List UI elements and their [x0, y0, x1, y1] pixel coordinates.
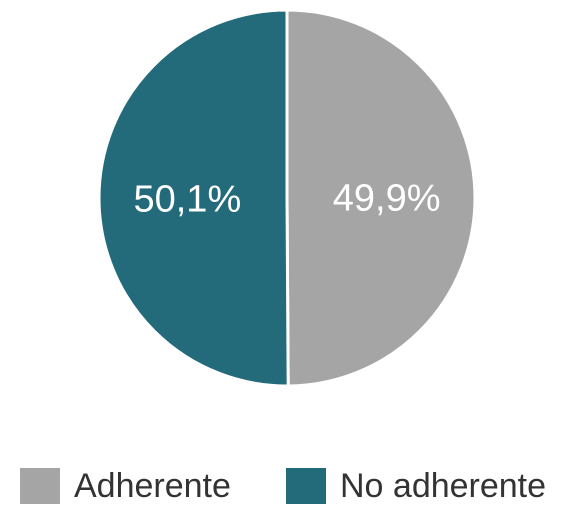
- legend: Adherente No adherente: [0, 466, 574, 506]
- pie-slice-no-adherente: [97, 8, 290, 388]
- legend-item-no-adherente: No adherente: [286, 466, 546, 506]
- pie-slice-adherente: [285, 8, 477, 388]
- legend-swatch-adherente: [20, 468, 60, 504]
- legend-label-adherente: Adherente: [74, 466, 231, 505]
- legend-swatch-no-adherente: [286, 468, 326, 504]
- data-label-no-adherente: 50,1%: [133, 178, 241, 220]
- data-label-adherente: 49,9%: [333, 178, 441, 220]
- pie-chart: 49,9% 50,1%: [97, 8, 477, 388]
- legend-label-no-adherente: No adherente: [340, 466, 547, 505]
- legend-item-adherente: Adherente: [20, 466, 231, 506]
